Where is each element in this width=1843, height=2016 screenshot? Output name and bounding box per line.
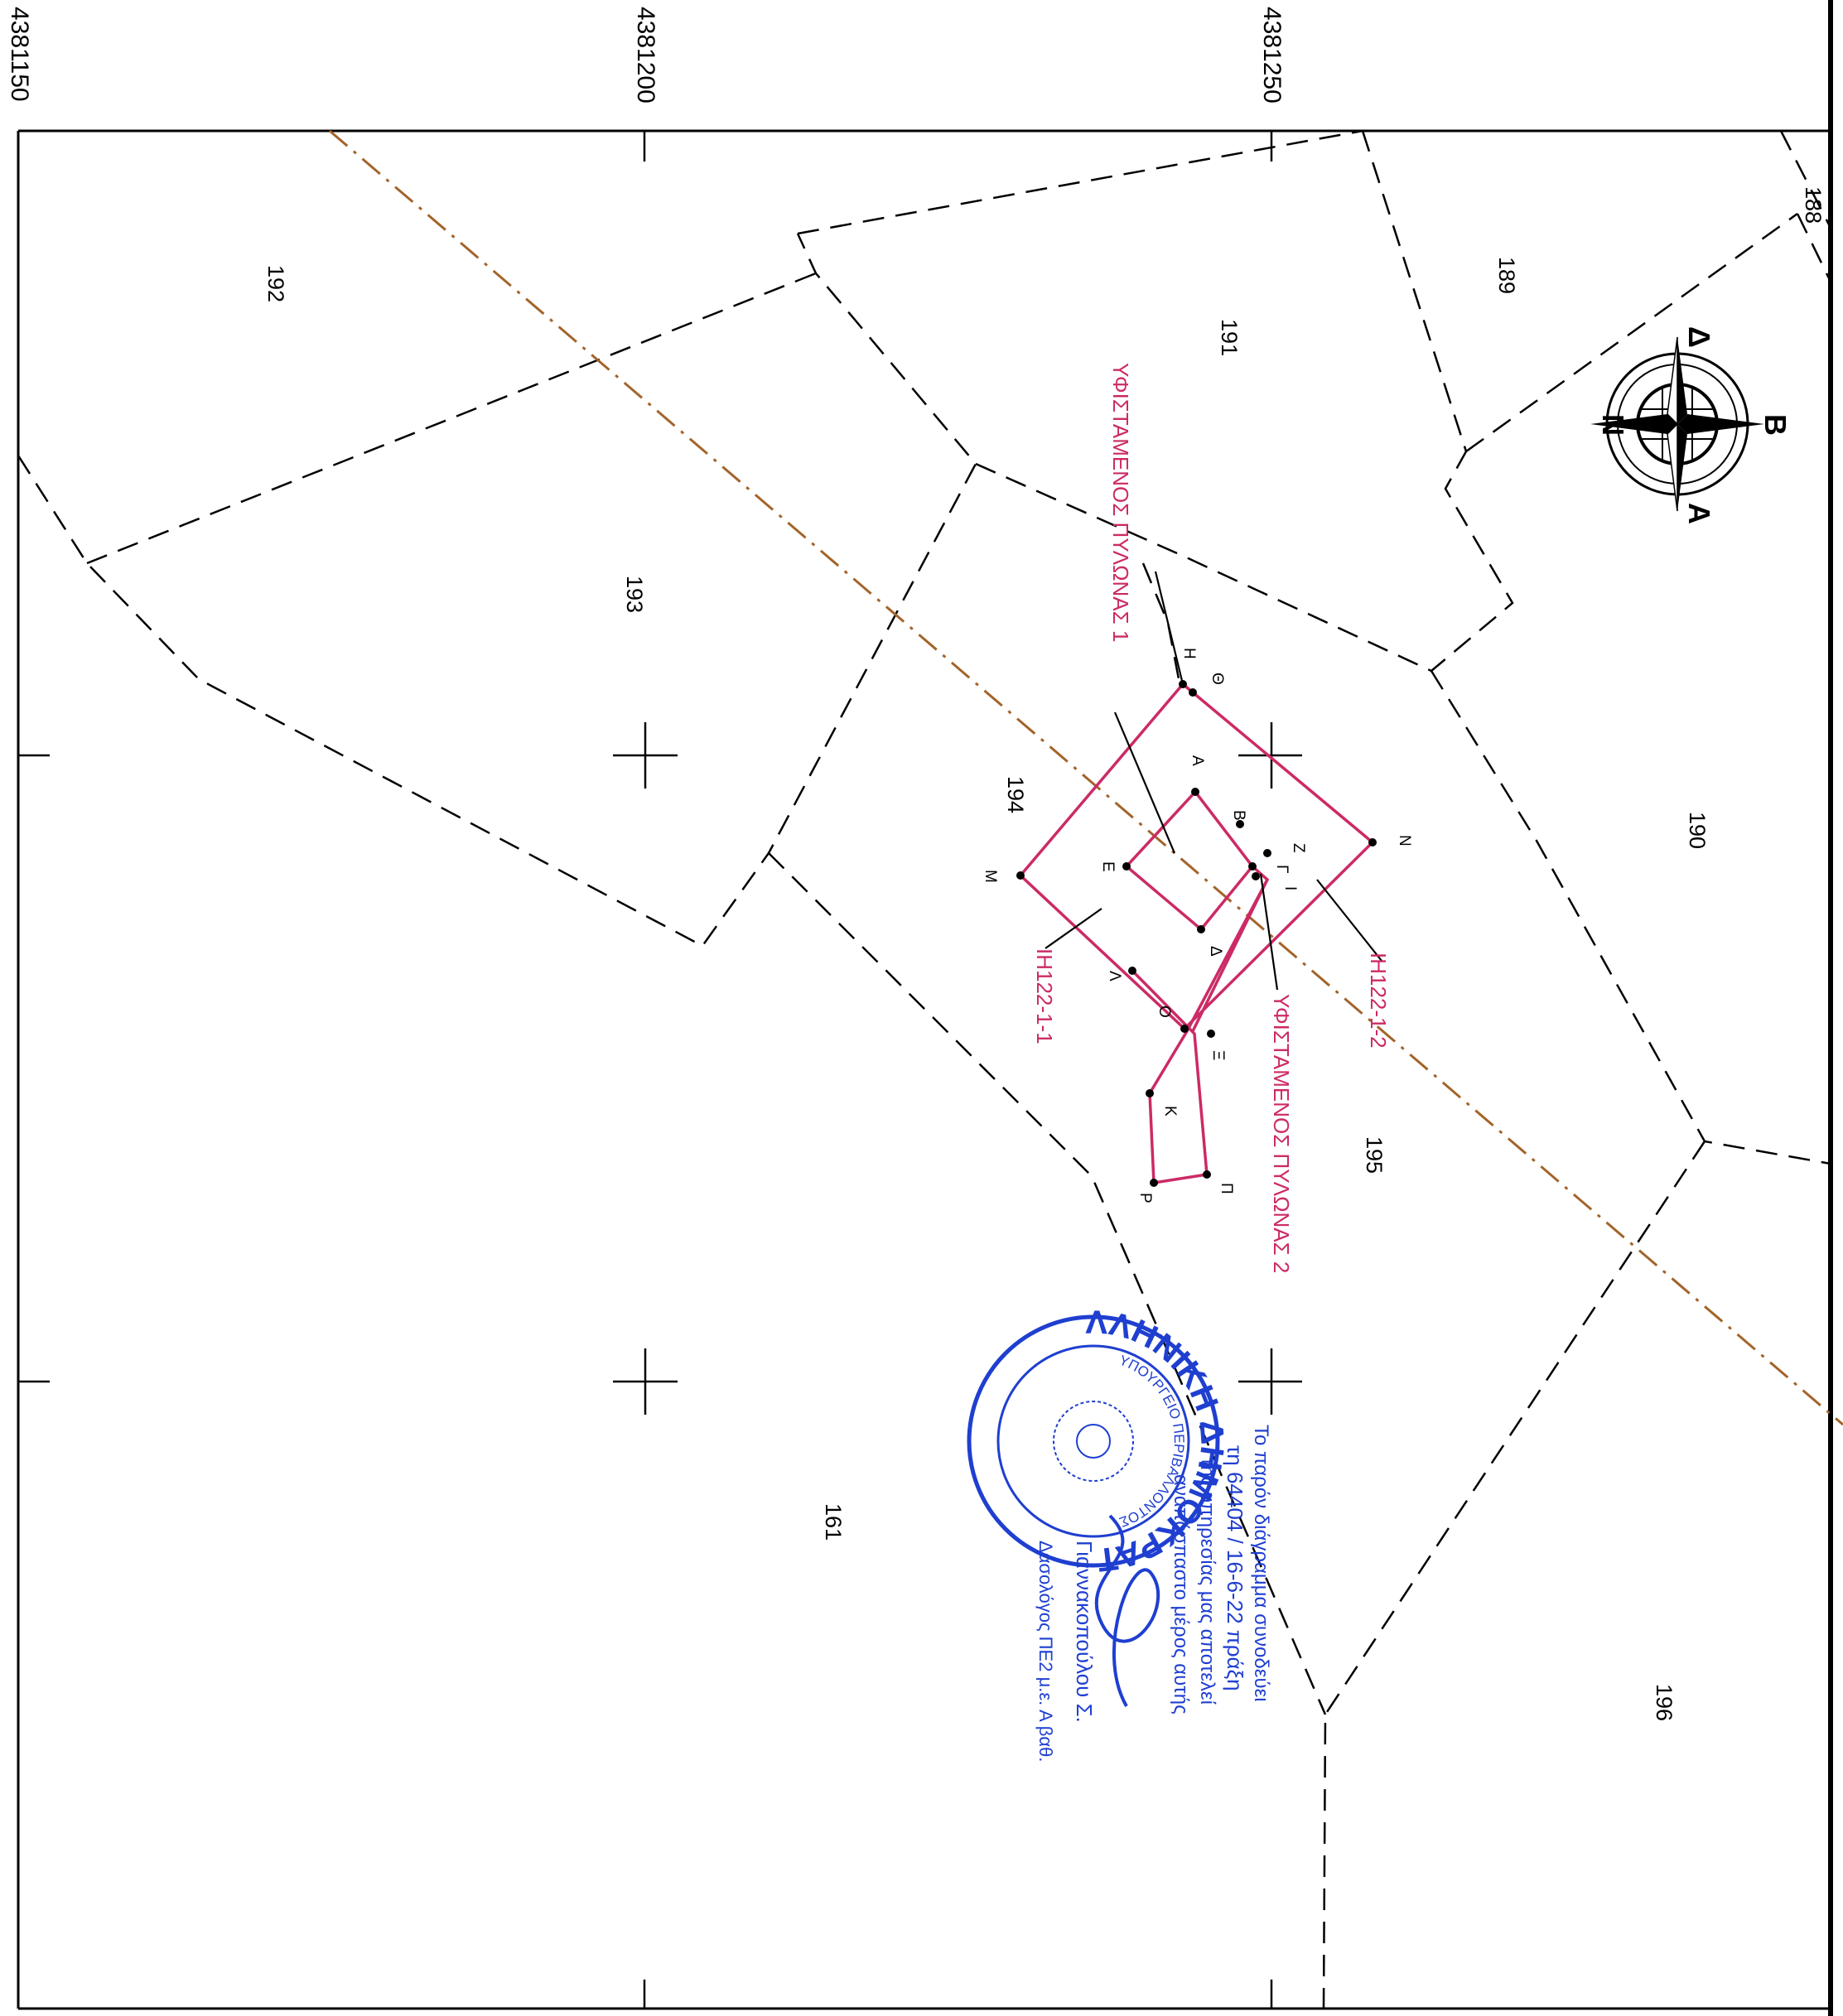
point-P: Π: [1218, 1183, 1235, 1194]
stamp-note-line-4: αναπόσπαστο μέρος αυτής: [1170, 1474, 1192, 1715]
compass-rose: Δ Α Β Ν: [1590, 326, 1792, 524]
northing-label-1: 4381150: [6, 7, 33, 102]
northing-label-3: 4381250: [1258, 7, 1286, 104]
map-frame: [17, 0, 1833, 2016]
road-axis: [329, 129, 1843, 1426]
point-O: Ο: [1155, 1006, 1173, 1018]
parcel-189: 189: [1494, 257, 1519, 294]
point-N: Ν: [1396, 835, 1413, 846]
point-H: Η: [1180, 648, 1198, 659]
compass-east: Α: [1682, 503, 1716, 524]
point-D: Δ: [1207, 946, 1224, 957]
ih122-1-1-label: ΙΗ122-1-1: [1032, 948, 1057, 1044]
northing-label-2: 4381200: [632, 7, 659, 104]
point-B: Β: [1230, 810, 1247, 821]
stamp-note-line-2: τη 64404 / 16-6-22 πράξη: [1223, 1445, 1247, 1691]
parcel-192: 192: [263, 265, 288, 302]
point-E: Ε: [1099, 861, 1117, 872]
signature: [1094, 1514, 1160, 1707]
stamp-notes: Το παρόν διάγραμμα συνοδεύει τη 64404 / …: [1035, 1425, 1272, 1762]
existing-pylon-2-label: ΥΦΙΣΤΑΜΕΝΟΣ ΠΥΛΩΝΑΣ 2: [1269, 994, 1294, 1273]
stamp-note-line-3: της υπηρεσίας μας αποτελεί: [1196, 1458, 1218, 1705]
parcel-boundaries: [17, 129, 1832, 2009]
existing-pylon-1-label: ΥΦΙΣΤΑΜΕΝΟΣ ΠΥΛΩΝΑΣ 1: [1108, 363, 1133, 642]
parcel-191: 191: [1217, 319, 1242, 356]
vertex-dots: [1016, 680, 1377, 1187]
point-R: Ρ: [1136, 1193, 1154, 1203]
parcel-195: 195: [1362, 1136, 1387, 1174]
compass-north: Β: [1759, 414, 1792, 436]
parcel-numbers: 188 189 190 191 192 193 194 195 196 161: [263, 186, 1826, 1721]
parcel-196: 196: [1652, 1684, 1677, 1721]
stamp-note-line-1: Το παρόν διάγραμμα συνοδεύει: [1250, 1425, 1272, 1702]
stamp-rank: Δασολόγος ΠΕ2 μ.ε. Α βαθ.: [1035, 1541, 1056, 1762]
point-K: Κ: [1161, 1106, 1179, 1117]
point-X: Ξ: [1209, 1050, 1227, 1060]
parcel-161: 161: [821, 1503, 846, 1541]
parcel-188: 188: [1801, 186, 1826, 224]
stamp-signer: Γιαννακοπούλου Σ.: [1072, 1541, 1097, 1723]
point-Th: Θ: [1209, 673, 1226, 685]
point-I: Ι: [1281, 886, 1299, 890]
point-A: Α: [1189, 755, 1206, 766]
point-Z: Ζ: [1290, 843, 1307, 853]
ih122-1-2-label: ΙΗ122-1-2: [1366, 953, 1391, 1049]
parcel-190: 190: [1685, 812, 1710, 849]
point-G: Γ: [1273, 865, 1291, 873]
leader-lines: [1045, 571, 1382, 991]
point-labels: Α Β Γ Δ Ε Ζ Η Θ Ι Κ Λ Μ Ν Ξ Ο Π Ρ: [982, 648, 1413, 1203]
parcel-194: 194: [1003, 776, 1028, 813]
compass-west: Δ: [1682, 326, 1716, 348]
point-L: Λ: [1106, 971, 1123, 981]
parcel-193: 193: [622, 576, 647, 613]
point-M: Μ: [982, 870, 999, 883]
compass-south: Ν: [1596, 414, 1630, 436]
